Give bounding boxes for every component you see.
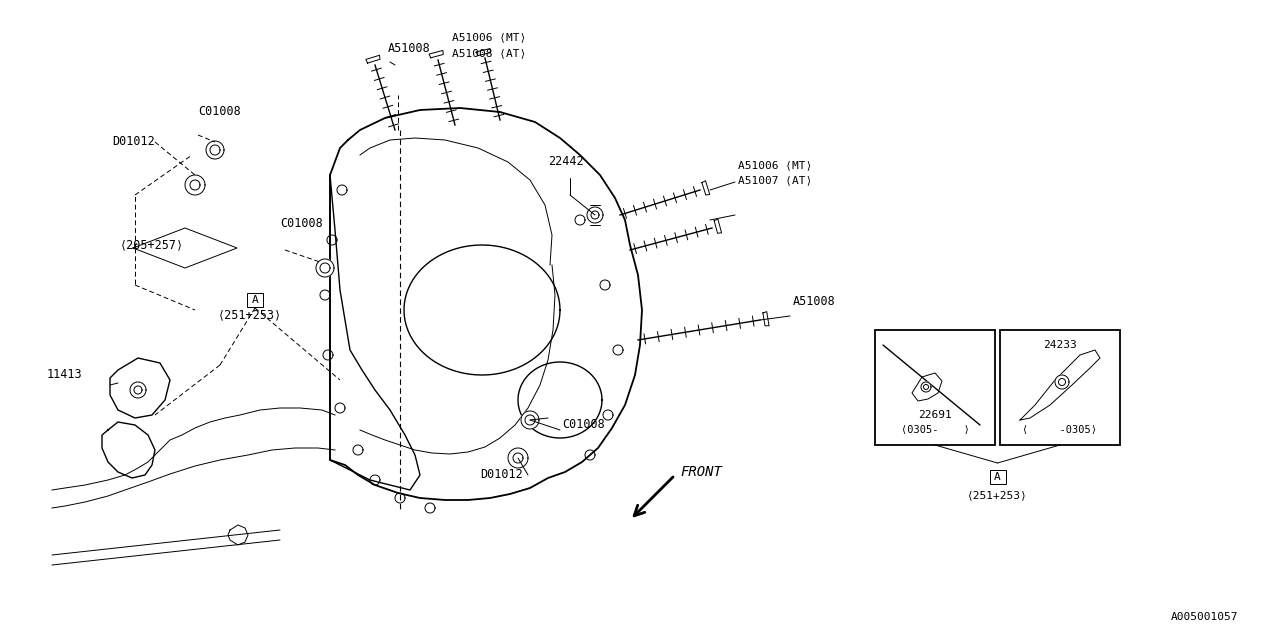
- Text: D01012: D01012: [113, 135, 155, 148]
- Text: D01012: D01012: [480, 468, 522, 481]
- Polygon shape: [922, 382, 931, 392]
- Polygon shape: [521, 411, 539, 429]
- Text: ⟨251+253⟩: ⟨251+253⟩: [968, 490, 1028, 500]
- Text: A51007 ⟨AT⟩: A51007 ⟨AT⟩: [739, 175, 813, 185]
- Bar: [876, 330, 995, 445]
- Polygon shape: [206, 141, 224, 159]
- Polygon shape: [1055, 375, 1069, 389]
- Text: 22691: 22691: [918, 410, 952, 420]
- Text: ⟨205+257⟩: ⟨205+257⟩: [120, 238, 184, 251]
- Text: A51008: A51008: [794, 295, 836, 308]
- Text: A: A: [995, 472, 1001, 482]
- Text: A51008 ⟨AT⟩: A51008 ⟨AT⟩: [452, 48, 526, 58]
- Text: 11413: 11413: [46, 368, 82, 381]
- Text: A51008: A51008: [388, 42, 431, 55]
- Text: A51006 ⟨MT⟩: A51006 ⟨MT⟩: [739, 160, 813, 170]
- Text: A: A: [252, 295, 259, 305]
- Text: C01008: C01008: [198, 105, 241, 118]
- Polygon shape: [508, 448, 529, 468]
- Bar: [247, 293, 262, 307]
- Polygon shape: [110, 358, 170, 418]
- Polygon shape: [316, 259, 334, 277]
- Text: ⟨     -0305⟩: ⟨ -0305⟩: [1023, 425, 1097, 435]
- Bar: [1000, 330, 1120, 445]
- Text: A51006 ⟨MT⟩: A51006 ⟨MT⟩: [452, 32, 526, 42]
- Text: A005001057: A005001057: [1170, 612, 1238, 622]
- Text: FRONT: FRONT: [680, 465, 722, 479]
- Text: 22442: 22442: [548, 155, 584, 168]
- Text: C01008: C01008: [562, 418, 604, 431]
- Text: ⟨0305-    ⟩: ⟨0305- ⟩: [901, 425, 969, 435]
- Bar: [989, 470, 1006, 484]
- Polygon shape: [186, 175, 205, 195]
- Text: 24233: 24233: [1043, 340, 1076, 350]
- Polygon shape: [131, 382, 146, 398]
- Text: ⟨251+253⟩: ⟨251+253⟩: [218, 308, 282, 321]
- Text: C01008: C01008: [280, 217, 323, 230]
- Polygon shape: [911, 373, 942, 401]
